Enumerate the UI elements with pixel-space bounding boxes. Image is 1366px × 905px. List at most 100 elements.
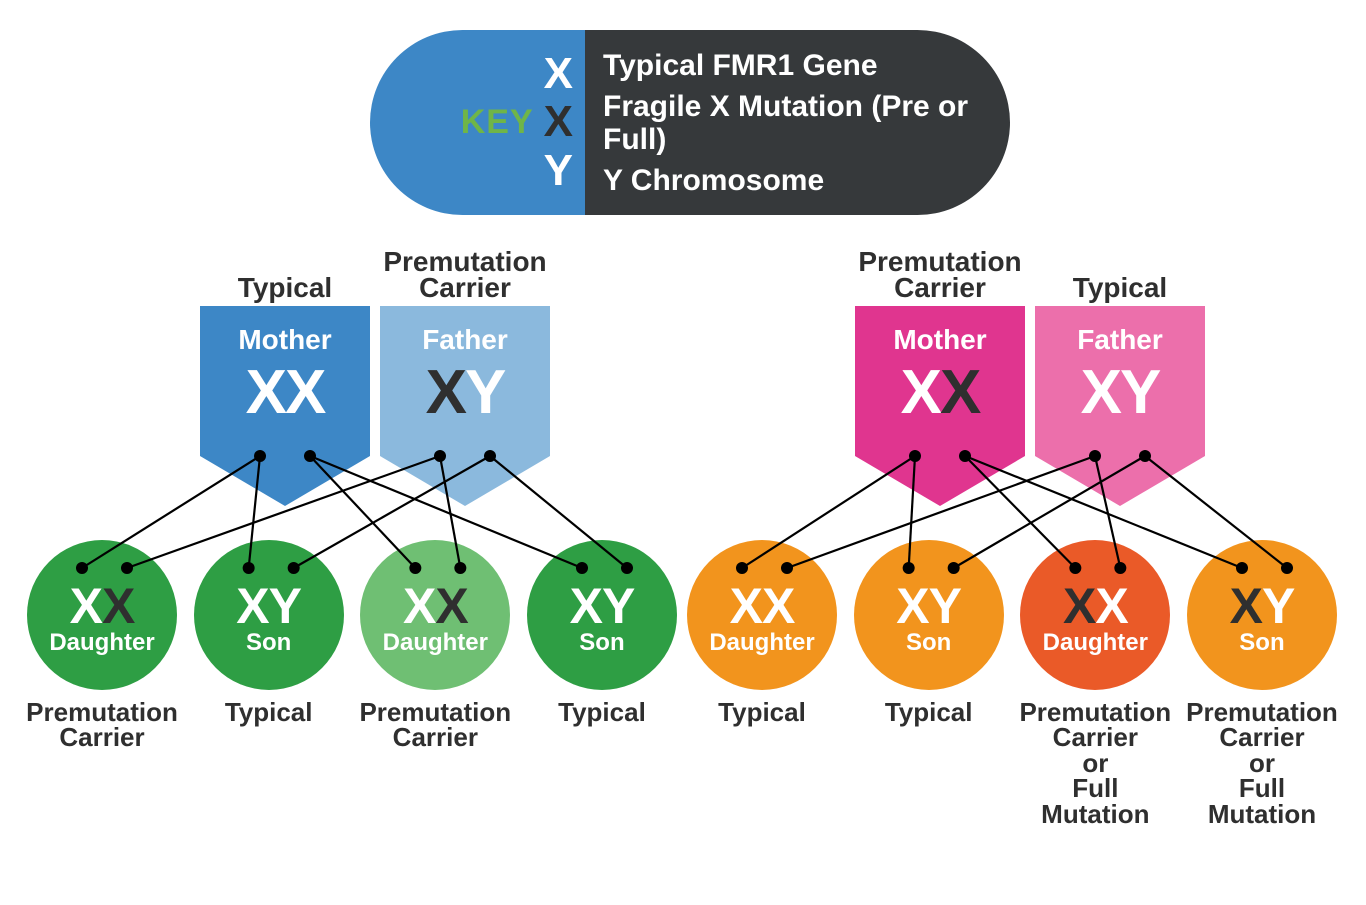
child-genotype: XX <box>1063 584 1128 629</box>
child-role-label: Son <box>246 629 291 657</box>
children-row-left: XXDaughterPremutationCarrierXYSonTypical… <box>22 540 682 751</box>
key-right-panel: Typical FMR1 Gene Fragile X Mutation (Pre… <box>585 30 1010 215</box>
parent-genotype: XX <box>901 362 980 424</box>
scenario-left: TypicalMotherXXPremutationCarrierFatherX… <box>55 248 695 506</box>
allele: Y <box>465 362 504 424</box>
child-status: Typical <box>849 700 1009 725</box>
child-genotype: XY <box>896 584 961 629</box>
allele: X <box>730 584 762 629</box>
child-2: XXDaughterPremutationCarrierorFull Mutat… <box>1015 540 1175 827</box>
child-3: XYSonPremutationCarrierorFull Mutation <box>1182 540 1342 827</box>
child-role-label: Daughter <box>383 629 488 657</box>
allele: X <box>435 584 467 629</box>
child-genotype: XX <box>730 584 795 629</box>
child-role-label: Daughter <box>709 629 814 657</box>
key-symbols-column: XXY <box>544 51 573 194</box>
key-symbol-0: X <box>544 51 573 97</box>
child-1: XYSon Typical <box>849 540 1009 827</box>
allele: X <box>1230 584 1262 629</box>
child-circle: XYSon <box>1187 540 1337 690</box>
child-status: Typical <box>189 700 349 725</box>
parent-status: Typical <box>1035 248 1205 306</box>
child-role-label: Son <box>1239 629 1284 657</box>
key-symbol-1: X <box>544 99 573 145</box>
parents-row: TypicalMotherXXPremutationCarrierFatherX… <box>55 248 695 506</box>
allele: Y <box>1120 362 1159 424</box>
key-symbol-2: Y <box>544 148 573 194</box>
child-status: Typical <box>682 700 842 725</box>
parent-role-label: Mother <box>238 324 331 356</box>
child-circle: XXDaughter <box>687 540 837 690</box>
parent-role-label: Father <box>422 324 508 356</box>
parent-shield: Father XY <box>1035 306 1205 506</box>
parent-father: PremutationCarrier Father XY <box>380 248 550 506</box>
parent-status: Typical <box>200 248 370 306</box>
allele: X <box>1063 584 1095 629</box>
allele: Y <box>602 584 634 629</box>
child-status: PremutationCarrierorFull Mutation <box>1182 700 1342 827</box>
allele: X <box>236 584 268 629</box>
key-legend: KEY XXY Typical FMR1 GeneFragile X Mutat… <box>370 30 1010 215</box>
allele: X <box>426 362 465 424</box>
scenario-right: PremutationCarrierMotherXXTypicalFatherX… <box>710 248 1350 506</box>
parent-shield: Mother XX <box>855 306 1025 506</box>
parent-status: PremutationCarrier <box>855 248 1025 306</box>
parent-mother: PremutationCarrier Mother XX <box>855 248 1025 506</box>
child-circle: XXDaughter <box>1020 540 1170 690</box>
parent-status: PremutationCarrier <box>380 248 550 306</box>
child-0: XXDaughter Typical <box>682 540 842 827</box>
allele: X <box>246 362 285 424</box>
allele: Y <box>1262 584 1294 629</box>
parent-role-label: Father <box>1077 324 1163 356</box>
child-1: XYSon Typical <box>189 540 349 751</box>
allele: X <box>285 362 324 424</box>
key-desc-0: Typical FMR1 Gene <box>603 49 1010 82</box>
key-desc-1: Fragile X Mutation (Pre or Full) <box>603 90 1010 156</box>
child-genotype: XX <box>70 584 135 629</box>
child-genotype: XY <box>570 584 635 629</box>
allele: X <box>1095 584 1127 629</box>
parent-mother: Typical Mother XX <box>200 248 370 506</box>
parent-genotype: XY <box>1081 362 1160 424</box>
child-role-label: Daughter <box>49 629 154 657</box>
child-role-label: Son <box>906 629 951 657</box>
parent-genotype: XY <box>426 362 505 424</box>
child-status: PremutationCarrierorFull Mutation <box>1015 700 1175 827</box>
child-circle: XXDaughter <box>27 540 177 690</box>
child-status: PremutationCarrier <box>355 700 515 751</box>
allele: X <box>901 362 940 424</box>
parent-shield: Mother XX <box>200 306 370 506</box>
child-genotype: XY <box>236 584 301 629</box>
child-circle: XYSon <box>194 540 344 690</box>
child-circle: XYSon <box>527 540 677 690</box>
parent-genotype: XX <box>246 362 325 424</box>
allele: Y <box>269 584 301 629</box>
parents-row: PremutationCarrierMotherXXTypicalFatherX… <box>710 248 1350 506</box>
parent-role-label: Mother <box>893 324 986 356</box>
allele: X <box>70 584 102 629</box>
child-status: Typical <box>522 700 682 725</box>
child-circle: XYSon <box>854 540 1004 690</box>
key-desc-2: Y Chromosome <box>603 164 1010 197</box>
parent-father: Typical Father XY <box>1035 248 1205 506</box>
key-label: KEY <box>461 103 534 142</box>
allele: X <box>896 584 928 629</box>
child-role-label: Son <box>579 629 624 657</box>
key-left-panel: KEY XXY <box>370 30 585 215</box>
child-role-label: Daughter <box>1043 629 1148 657</box>
child-status: PremutationCarrier <box>22 700 182 751</box>
allele: X <box>940 362 979 424</box>
allele: X <box>1081 362 1120 424</box>
child-genotype: XX <box>403 584 468 629</box>
allele: Y <box>929 584 961 629</box>
child-circle: XXDaughter <box>360 540 510 690</box>
allele: X <box>762 584 794 629</box>
parent-shield: Father XY <box>380 306 550 506</box>
allele: X <box>102 584 134 629</box>
child-0: XXDaughter PremutationCarrier <box>22 540 182 751</box>
allele: X <box>570 584 602 629</box>
children-row-right: XXDaughterTypicalXYSonTypicalXXDaughterP… <box>682 540 1342 827</box>
child-genotype: XY <box>1230 584 1295 629</box>
allele: X <box>403 584 435 629</box>
child-2: XXDaughter PremutationCarrier <box>355 540 515 751</box>
